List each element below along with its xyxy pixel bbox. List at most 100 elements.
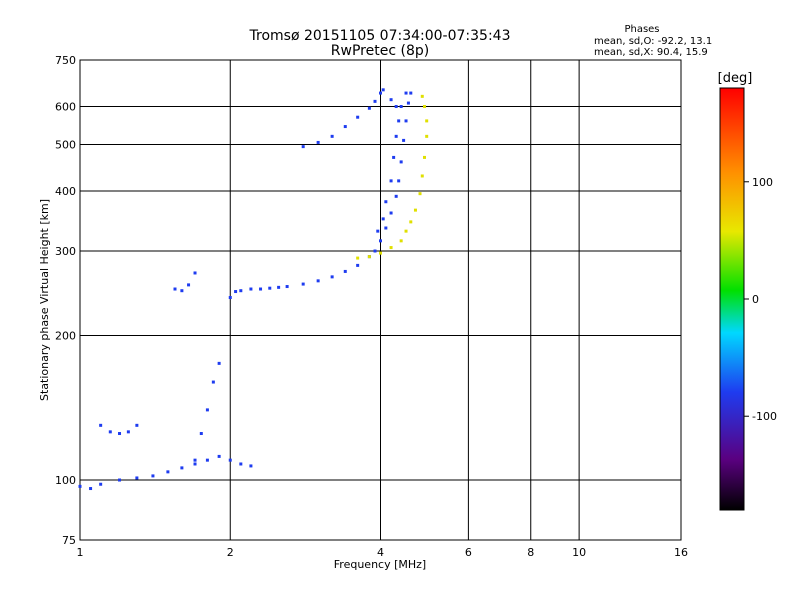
data-point [151,474,155,478]
x-tick-label: 10 [572,546,586,559]
phases-title: Phases [624,24,659,35]
data-point [205,408,209,412]
data-point [108,430,112,434]
y-tick-label: 300 [55,245,76,258]
data-point [420,94,424,98]
data-point [135,476,139,480]
phases-x-line: mean, sd,X: 90.4, 15.9 [594,47,708,58]
data-point [126,430,130,434]
data-point [381,88,385,92]
data-point [249,464,253,468]
data-point [180,466,184,470]
x-tick-label: 2 [227,546,234,559]
data-point [392,155,396,159]
data-point [394,134,398,138]
data-point [425,119,429,123]
y-tick-label: 100 [55,474,76,487]
data-point [343,125,347,129]
y-tick-label: 400 [55,185,76,198]
data-point [343,269,347,273]
data-point [404,91,408,95]
data-point [217,454,221,458]
data-point [234,290,238,294]
chart-title: Tromsø 20151105 07:34:00-07:35:43 [249,28,511,44]
data-point [99,482,103,486]
data-point [301,145,305,149]
y-axis: 75 100 200 300 400 500 600 750 [55,54,76,547]
data-point [239,289,243,293]
data-point [406,101,410,105]
data-point [409,220,413,224]
data-point [402,138,406,142]
data-points [78,88,429,491]
data-point [399,160,403,164]
x-axis: 1 2 4 6 8 10 16 [77,546,689,559]
data-point [389,98,393,102]
data-point [217,361,221,365]
data-point [187,283,191,287]
data-point [404,119,408,123]
data-point [389,179,393,183]
data-point [394,194,398,198]
data-point [418,192,422,196]
x-tick-label: 1 [77,546,84,559]
data-point [373,249,377,253]
y-tick-label: 750 [55,54,76,67]
x-axis-label: Frequency [MHz] [334,558,426,571]
data-point [135,423,139,427]
colorbar-tick-label: 100 [752,176,773,189]
data-point [389,211,393,215]
data-point [384,200,388,204]
y-tick-label: 200 [55,330,76,343]
data-point [356,263,360,267]
data-point [356,115,360,119]
data-point [173,287,177,291]
data-point [397,179,401,183]
data-point [330,134,334,138]
data-point [285,285,289,289]
data-point [89,487,93,491]
x-tick-label: 4 [377,546,384,559]
data-point [356,256,360,260]
data-point [180,289,184,293]
colorbar-label: [deg] [718,71,753,86]
data-point [420,174,424,178]
data-point [166,470,170,474]
y-tick-label: 75 [62,534,76,547]
data-point [330,275,334,279]
x-tick-label: 16 [674,546,688,559]
data-point [399,105,403,109]
data-point [78,484,82,488]
data-point [413,208,417,212]
colorbar [719,87,745,511]
data-point [379,239,382,243]
data-point [425,134,429,138]
data-point [384,226,388,230]
data-point [379,251,382,255]
data-point [118,478,122,482]
x-tick-label: 8 [527,546,534,559]
data-point [367,106,371,110]
data-point [211,380,215,384]
data-point [118,432,122,436]
data-point [394,105,398,109]
chart-subtitle: RwPretec (8p) [331,43,429,59]
y-tick-label: 600 [55,101,76,114]
data-point [277,285,281,289]
colorbar-tick-label: 0 [752,293,759,306]
data-point [422,155,426,159]
data-point [316,140,320,144]
data-point [239,462,243,466]
colorbar-ticks: 100 0 -100 [744,176,777,423]
colorbar-tick-label: -100 [752,410,777,423]
data-point [379,91,382,95]
phases-o-line: mean, sd,O: -92.2, 13.1 [594,36,712,47]
y-tick-label: 500 [55,139,76,152]
data-point [301,282,305,286]
data-point [367,255,371,259]
data-point [99,423,103,427]
data-point [228,458,232,462]
y-axis-label: Stationary phase Virtual Height [km] [38,199,51,401]
data-point [228,296,232,300]
